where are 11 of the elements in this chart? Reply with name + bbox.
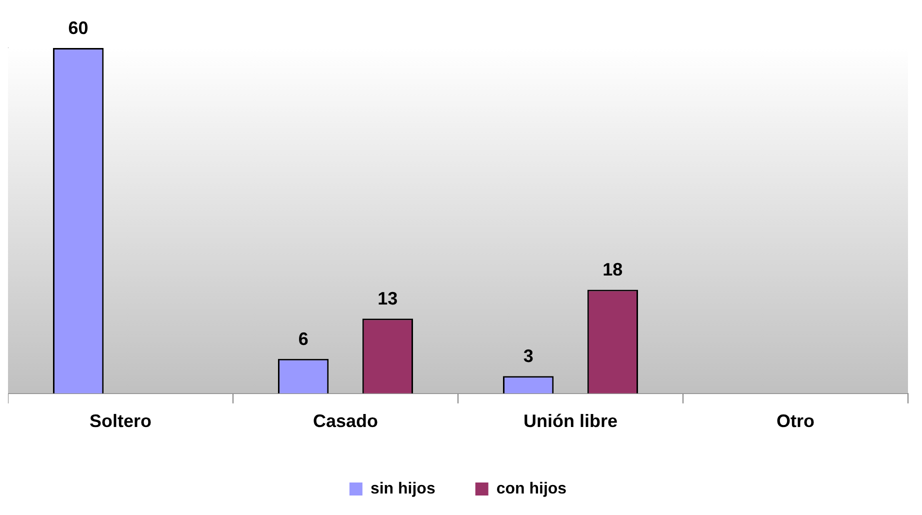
data-label: 60: [68, 18, 88, 38]
data-label: 6: [298, 328, 308, 349]
x-tick-label: Soltero: [89, 411, 152, 432]
x-tick-label: Casado: [312, 411, 378, 432]
legend-label: con hijos: [496, 480, 567, 498]
data-label: 18: [602, 260, 623, 280]
data-label: 3: [523, 346, 534, 366]
data-label: 13: [378, 288, 398, 309]
x-tick-label: Unión libre: [524, 411, 618, 432]
x-tick-label: Otro: [776, 411, 814, 432]
legend-label: sin hijos: [370, 480, 436, 498]
